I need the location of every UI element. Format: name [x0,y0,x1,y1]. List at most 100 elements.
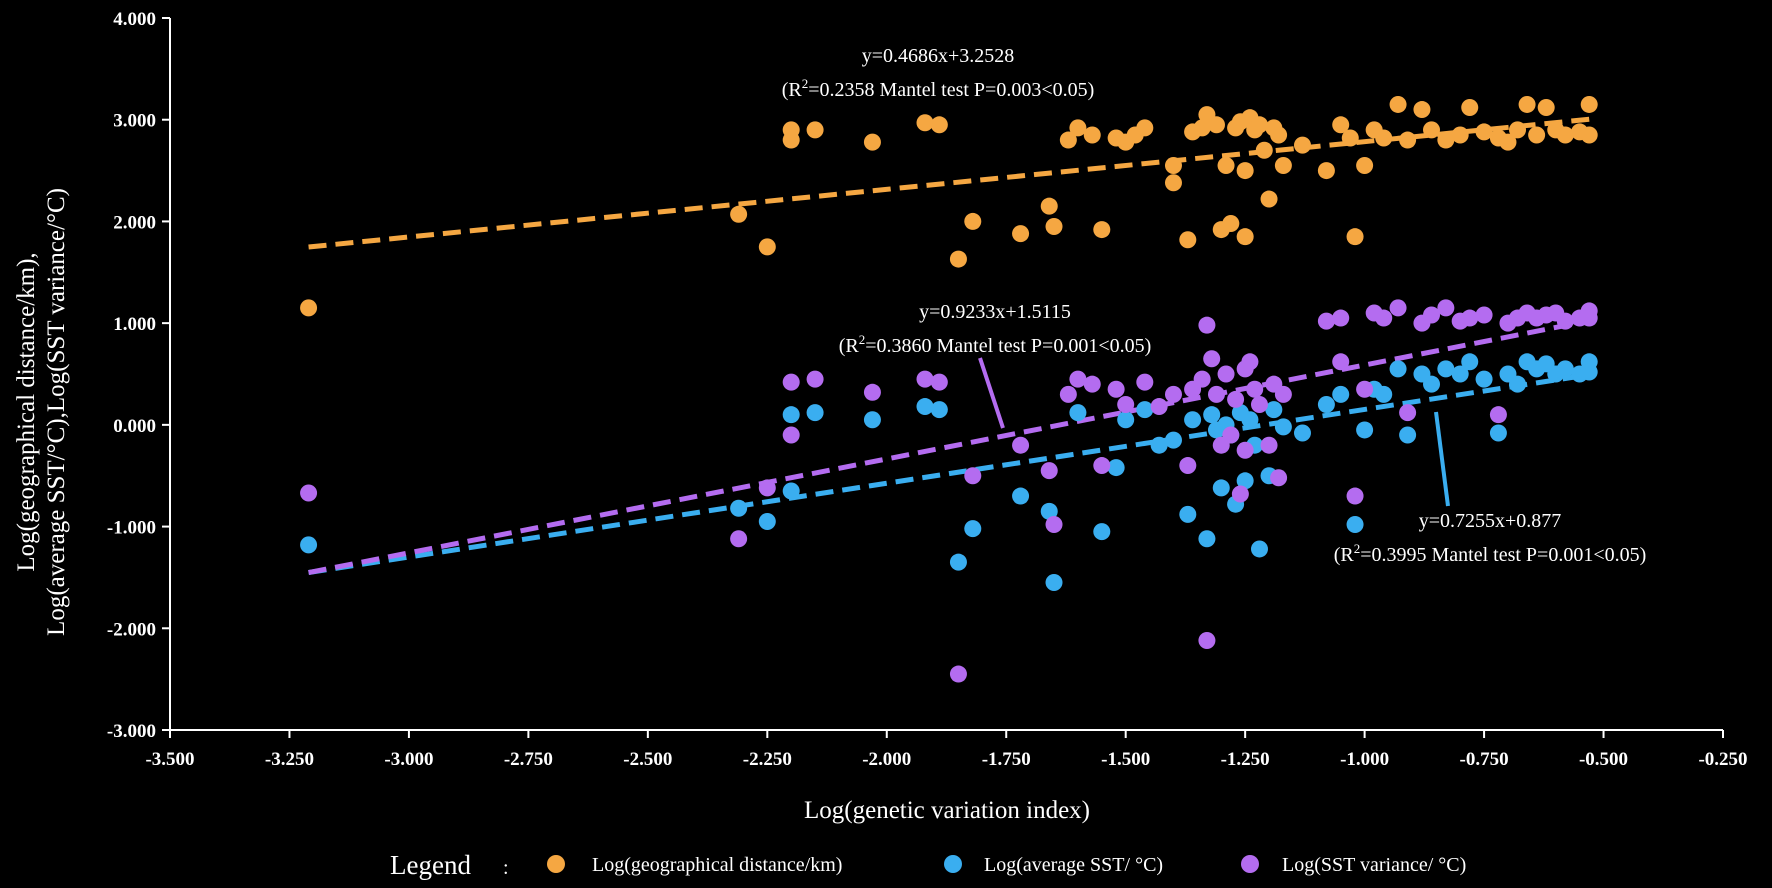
data-point-series-1 [1265,401,1283,419]
y-tick-label: 1.000 [113,314,156,335]
legend-title: Legend [390,850,471,880]
data-point-series-1 [949,553,967,571]
data-point-series-2 [1198,631,1216,649]
data-point-series-2 [1274,385,1292,403]
data-point-series-1 [1293,424,1311,442]
data-point-series-0 [964,212,982,230]
data-point-series-0 [1346,228,1364,246]
data-point-series-0 [806,121,824,139]
data-point-series-0 [1164,156,1182,174]
data-point-series-0 [1341,129,1359,147]
data-point-series-0 [1093,221,1111,239]
data-point-series-1 [930,401,948,419]
data-point-series-0 [1136,119,1154,137]
data-point-series-1 [1461,353,1479,371]
data-point-series-1 [782,406,800,424]
data-point-series-1 [1184,411,1202,429]
data-point-series-0 [1518,95,1536,113]
data-point-series-2 [1399,404,1417,422]
data-point-series-2 [863,383,881,401]
data-point-series-2 [758,479,776,497]
data-point-series-2 [1117,396,1135,414]
axes: -3.500 -3.250 -3.000 -2.750 -2.500 -2.250 -2.0… [107,9,1748,770]
data-point-series-2 [782,373,800,391]
data-point-series-0 [930,116,948,134]
data-point-series-2 [1389,299,1407,317]
x-tick-label: -2.250 [743,749,792,770]
x-tick-label: -1.750 [982,749,1031,770]
data-point-series-1 [1580,363,1598,381]
data-point-series-0 [1389,95,1407,113]
x-tick-label: -3.000 [384,749,433,770]
equation-sst-variance: y=0.9233x+1.5115 [919,301,1071,323]
data-point-series-1 [1093,523,1111,541]
x-tick-label: -0.750 [1460,749,1509,770]
data-points [300,95,1598,683]
x-tick-label: -3.250 [265,749,314,770]
data-point-series-2 [1423,306,1441,324]
data-point-series-0 [1012,225,1030,243]
data-point-series-2 [300,484,318,502]
x-tick-label: -1.000 [1340,749,1389,770]
data-point-series-2 [1556,312,1574,330]
data-point-series-1 [1437,360,1455,378]
legend: Legend : Log(geographical distance/km) L… [390,850,1466,880]
legend-marker-sst-variance [1241,855,1259,873]
x-axis-title: Log(genetic variation index) [804,797,1090,824]
data-point-series-1 [1040,502,1058,520]
data-point-series-0 [1461,99,1479,117]
data-point-series-0 [1399,131,1417,149]
y-tick-label: 4.000 [113,9,156,30]
data-point-series-2 [1461,309,1479,327]
data-point-series-2 [916,370,934,388]
annotation-pointer-sst-variance [978,357,1005,429]
annotation-pointer-average-sst [1434,411,1450,507]
y-tick-label: 0.000 [113,416,156,437]
y-tick-label: 3.000 [113,111,156,132]
data-point-series-1 [1399,426,1417,444]
data-point-series-1 [1423,375,1441,393]
data-point-series-2 [1236,441,1254,459]
data-point-series-2 [1164,385,1182,403]
y-axis-title-line-2: Log(average SST/°C),Log(SST variance/°C) [43,188,70,636]
data-point-series-2 [1040,462,1058,480]
data-point-series-0 [1580,126,1598,144]
data-point-series-0 [1069,119,1087,137]
data-point-series-1 [1212,479,1230,497]
legend-label-geographical-distance: Log(geographical distance/km) [592,854,842,876]
data-point-series-2 [1217,365,1235,383]
data-point-series-0 [863,133,881,151]
data-point-series-2 [1580,309,1598,327]
data-point-series-0 [1250,116,1268,134]
data-point-series-2 [1437,299,1455,317]
data-point-series-1 [1164,431,1182,449]
legend-label-average-sst: Log(average SST/ °C) [984,854,1163,876]
data-point-series-0 [1413,101,1431,119]
data-point-series-1 [1556,360,1574,378]
data-point-series-1 [964,520,982,538]
data-point-series-0 [300,299,318,317]
data-point-series-1 [1489,424,1507,442]
data-point-series-0 [1217,156,1235,174]
x-tick-label: -2.000 [862,749,911,770]
x-tick-label: -0.250 [1698,749,1747,770]
data-point-series-0 [1556,126,1574,144]
data-point-series-2 [1332,353,1350,371]
data-point-series-1 [1241,411,1259,429]
x-tick-label: -1.250 [1221,749,1270,770]
data-point-series-0 [1499,133,1517,151]
data-point-series-0 [1164,174,1182,192]
data-point-series-0 [1475,123,1493,141]
data-point-series-1 [1332,385,1350,403]
data-point-series-2 [1083,375,1101,393]
data-point-series-0 [1528,126,1546,144]
data-point-series-0 [1236,228,1254,246]
data-point-series-2 [1107,380,1125,398]
data-point-series-2 [806,370,824,388]
data-point-series-2 [1332,309,1350,327]
y-tick-label: 2.000 [113,212,156,233]
y-tick-label: -3.000 [107,721,156,742]
data-point-series-1 [1179,505,1197,523]
data-point-series-2 [930,373,948,391]
stats-sst-variance: (R2=0.3860 Mantel test P=0.001<0.05) [839,332,1152,357]
